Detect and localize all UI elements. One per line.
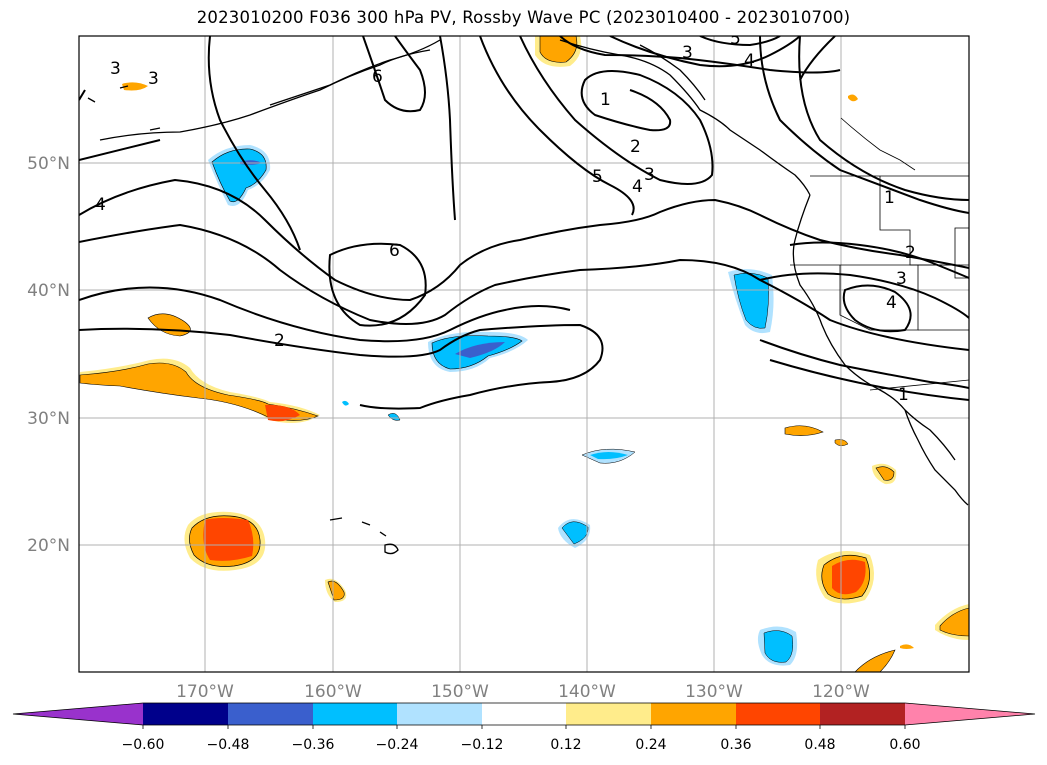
colorbar-segment <box>566 703 651 725</box>
lon-label: 140°W <box>558 682 616 702</box>
colorbar-segment <box>228 703 313 725</box>
contour-label: 2 <box>905 243 916 263</box>
contour-label: 1 <box>600 90 611 110</box>
latitude-labels: 50°N 40°N 30°N 20°N <box>27 154 70 556</box>
lat-label: 40°N <box>27 281 70 301</box>
contour-label: 5 <box>730 29 741 49</box>
colorbar-tick-label: 0.48 <box>804 737 835 753</box>
colorbar-segment <box>143 703 228 725</box>
contour-label: 3 <box>896 269 907 289</box>
colorbar-segment <box>313 703 397 725</box>
contour-label: 3 <box>644 165 655 185</box>
lon-label: 170°W <box>176 682 234 702</box>
chart-title: 2023010200 F036 300 hPa PV, Rossby Wave … <box>196 8 851 27</box>
colorbar-tick-label: −0.36 <box>292 737 335 753</box>
longitude-labels: 170°W 160°W 150°W 140°W 130°W 120°W <box>176 682 870 702</box>
colorbar-tick-label: −0.24 <box>376 737 419 753</box>
contour-label: 2 <box>630 137 641 157</box>
colorbar-segment <box>736 703 820 725</box>
contour-label: 4 <box>886 293 897 313</box>
contour-labels: 3 3 6 4 1 2 3 5 4 3 4 6 2 1 2 3 4 1 5 <box>95 29 916 405</box>
colorbar: −0.60 −0.48 −0.36 −0.24 −0.12 0.12 0.24 … <box>12 702 1036 753</box>
contour-label: 6 <box>389 241 400 261</box>
contour-label: 3 <box>110 59 121 79</box>
colorbar-segment <box>482 703 566 725</box>
contour-label: 4 <box>95 195 106 215</box>
colorbar-segment <box>397 703 482 725</box>
colorbar-extend-right <box>905 703 1035 725</box>
contour-label: 4 <box>632 177 643 197</box>
colorbar-tick-label: 0.12 <box>550 737 581 753</box>
lon-label: 160°W <box>304 682 362 702</box>
colorbar-tick-label: 0.60 <box>889 737 920 753</box>
contour-label: 6 <box>372 67 383 87</box>
colorbar-segment <box>820 703 905 725</box>
contour-label: 1 <box>898 385 909 405</box>
contour-label: 2 <box>274 331 285 351</box>
colorbar-tick-label: 0.36 <box>720 737 751 753</box>
contour-label: 3 <box>682 43 693 63</box>
lon-label: 150°W <box>431 682 489 702</box>
colorbar-tick-label: −0.60 <box>122 737 165 753</box>
colorbar-tick-label: −0.48 <box>207 737 250 753</box>
colorbar-segment <box>651 703 736 725</box>
colorbar-tick-label: 0.24 <box>635 737 666 753</box>
lat-label: 50°N <box>27 154 70 174</box>
lat-label: 30°N <box>27 409 70 429</box>
colorbar-extend-left <box>13 703 143 725</box>
map-frame <box>78 35 970 673</box>
contour-label: 1 <box>884 188 895 208</box>
lat-label: 20°N <box>27 536 70 556</box>
pv-contours <box>79 36 969 410</box>
contour-label: 3 <box>148 69 159 89</box>
contour-label: 4 <box>744 51 755 71</box>
contour-label: 5 <box>592 167 603 187</box>
lon-label: 130°W <box>685 682 743 702</box>
colorbar-tick-label: −0.12 <box>461 737 504 753</box>
colorbar-ticks <box>142 725 906 729</box>
lon-label: 120°W <box>812 682 870 702</box>
gridlines <box>79 36 969 672</box>
